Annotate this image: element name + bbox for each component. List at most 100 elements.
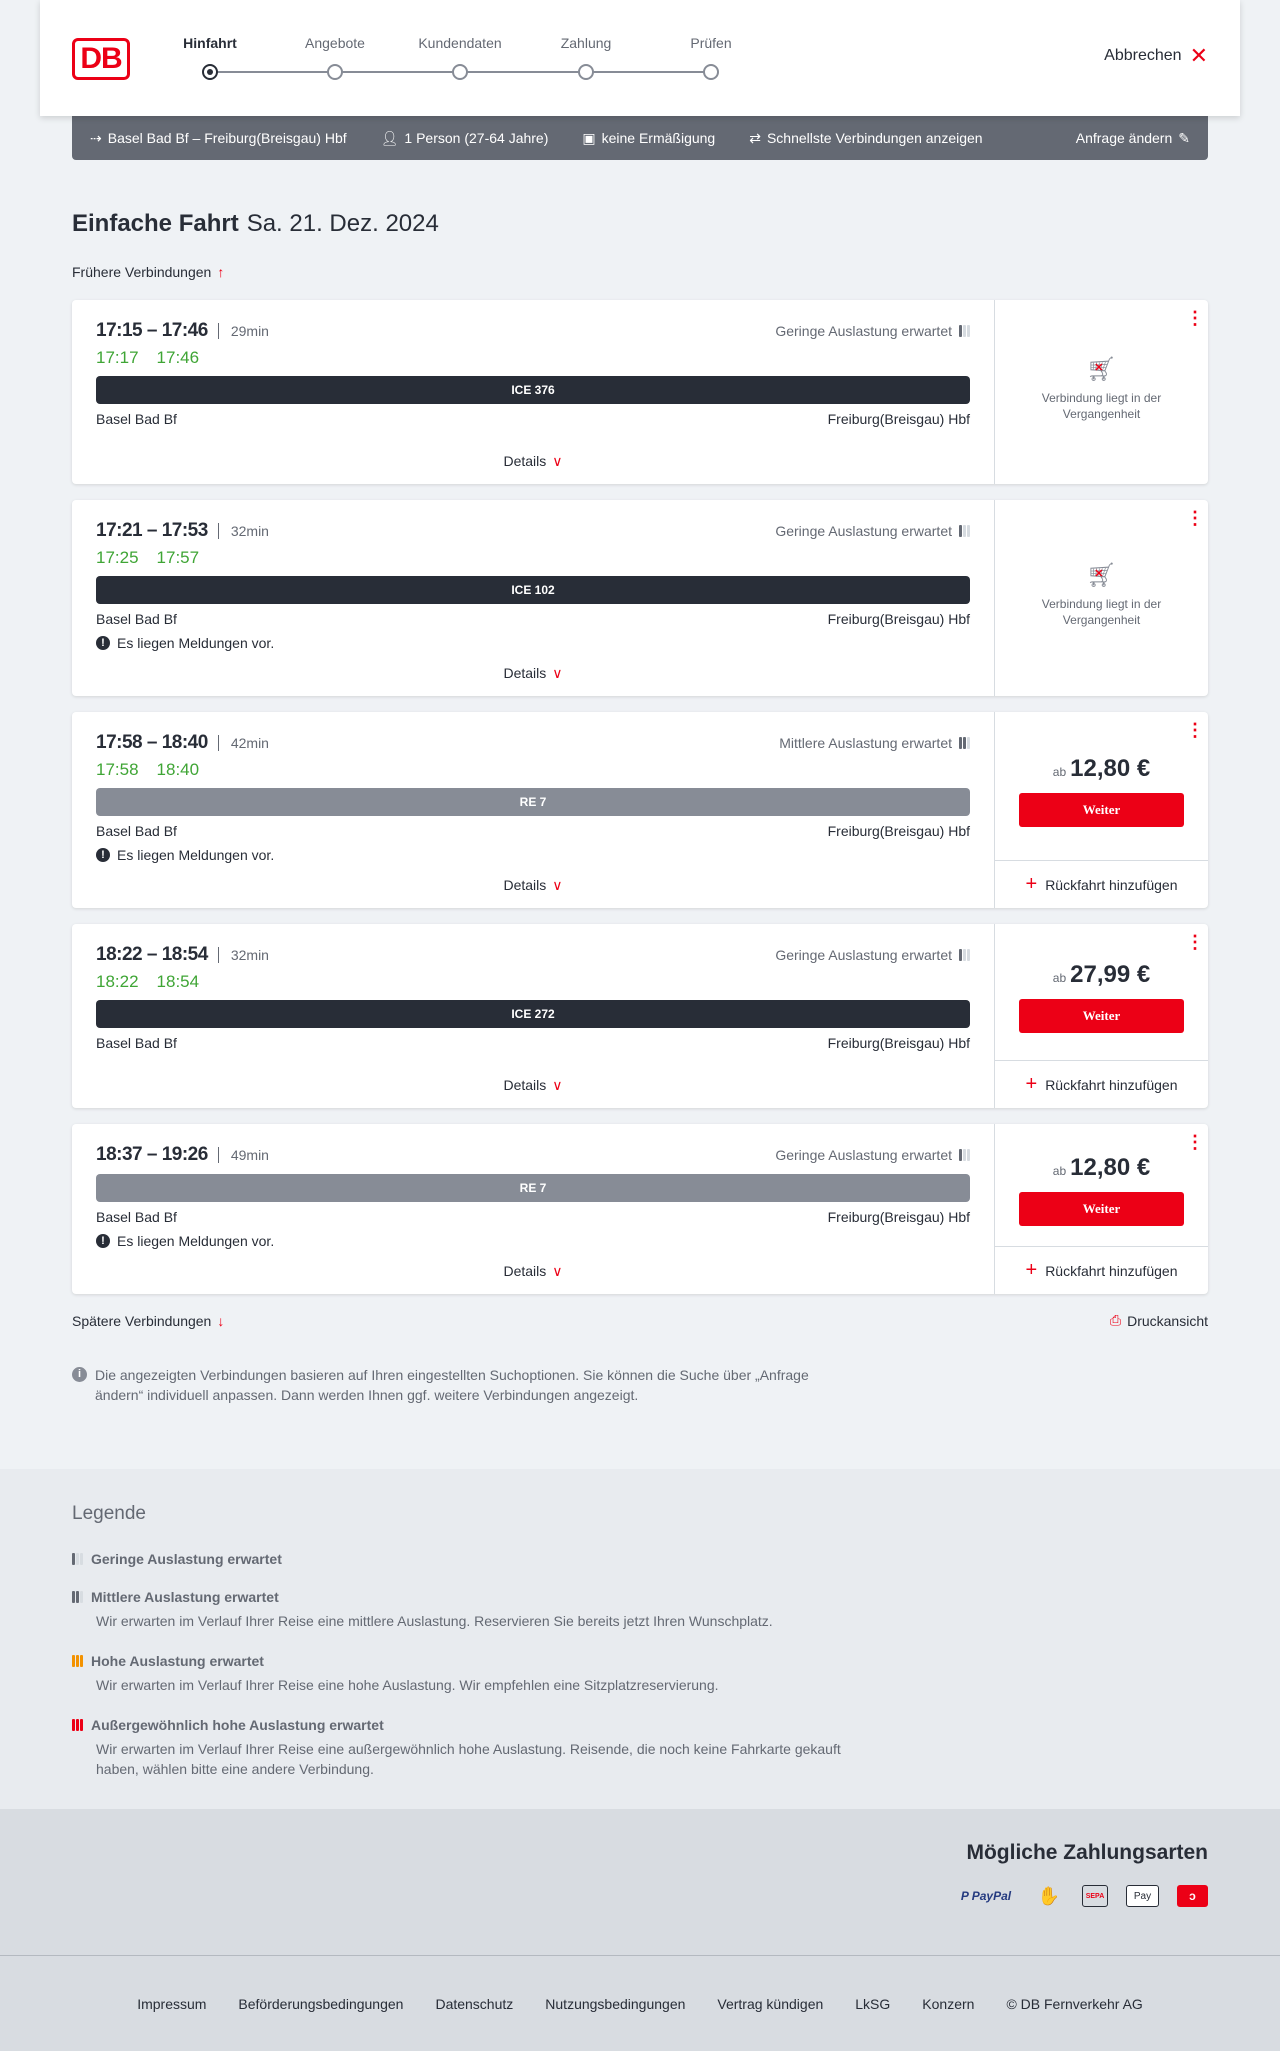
more-options-icon[interactable]: ⋮ — [1186, 720, 1204, 740]
destination-station: Freiburg(Breisgau) Hbf — [827, 611, 970, 627]
db-logo[interactable]: DB — [72, 38, 130, 80]
duration: 32min — [217, 523, 269, 539]
add-return-button[interactable]: + Rückfahrt hinzufügen — [995, 1246, 1208, 1294]
occupancy-icon — [959, 1149, 970, 1161]
connection-card[interactable]: 18:22 – 18:54 32min Geringe Auslastung er… — [72, 924, 1208, 1108]
price: ab 12,80 € — [1053, 755, 1150, 783]
details-label: Details — [503, 1263, 547, 1279]
details-label: Details — [503, 453, 547, 469]
more-options-icon[interactable]: ⋮ — [1186, 932, 1204, 952]
chevron-down-icon: ∨ — [552, 877, 563, 893]
details-toggle[interactable]: Details ∨ — [96, 877, 970, 894]
footer-link[interactable]: Vertrag kündigen — [717, 1995, 824, 2012]
origin-station: Basel Bad Bf — [96, 1035, 177, 1051]
cancel-label: Abbrechen — [1104, 47, 1182, 64]
footer-link[interactable]: Nutzungsbedingungen — [545, 1995, 686, 2012]
connection-card[interactable]: 17:21 – 17:53 32min Geringe Auslastung er… — [72, 500, 1208, 696]
legend-item-title: Mittlere Auslastung erwartet — [91, 1589, 279, 1605]
destination-station: Freiburg(Breisgau) Hbf — [827, 1035, 970, 1051]
earlier-connections-link[interactable]: Frühere Verbindungen ↑ — [72, 264, 1208, 280]
route-summary[interactable]: ⇢ Basel Bad Bf – Freiburg(Breisgau) Hbf — [90, 130, 347, 147]
connection-card[interactable]: 17:15 – 17:46 29min Geringe Auslastung er… — [72, 300, 1208, 484]
train-bar[interactable]: ICE 102 — [96, 576, 970, 604]
planned-times: 17:15 – 17:46 — [96, 320, 208, 341]
occupancy-label: Geringe Auslastung erwartet — [775, 1147, 952, 1163]
warning-icon: ! — [96, 848, 110, 862]
footer-link[interactable]: Beförderungsbedingungen — [238, 1995, 404, 2012]
realtime-arrival: 17:57 — [156, 548, 200, 567]
origin-station: Basel Bad Bf — [96, 1209, 177, 1225]
step-4: Prüfen — [690, 35, 732, 51]
trip-date: Sa. 21. Dez. 2024 — [246, 210, 439, 237]
edit-request-button[interactable]: Anfrage ändern ✎ — [1076, 130, 1190, 147]
footer-link[interactable]: LkSG — [855, 1995, 891, 2012]
legend-item-text: Wir erwarten im Verlauf Ihrer Reise eine… — [96, 1613, 773, 1629]
past-connection-text: Verbindung liegt in der Vergangenheit — [1041, 391, 1162, 421]
step-indicator — [703, 64, 719, 80]
discount-text: keine Ermäßigung — [601, 130, 716, 146]
legend-item-title: Außergewöhnlich hohe Auslastung erwartet — [91, 1717, 384, 1733]
payment-title: Mögliche Zahlungsarten — [966, 1841, 1208, 1864]
realtime-departure: 17:25 — [96, 548, 139, 567]
train-bar[interactable]: RE 7 — [96, 788, 970, 816]
more-options-icon[interactable]: ⋮ — [1186, 1132, 1204, 1152]
add-return-label: Rückfahrt hinzufügen — [1045, 876, 1178, 893]
details-label: Details — [503, 877, 547, 893]
add-return-button[interactable]: + Rückfahrt hinzufügen — [995, 860, 1208, 908]
details-label: Details — [503, 665, 547, 681]
step-indicator — [327, 64, 343, 80]
traveller-summary[interactable]: 👤︎ 1 Person (27-64 Jahre) — [381, 130, 549, 147]
continue-button[interactable]: Weiter — [1019, 1192, 1184, 1226]
step-2: Kundendaten — [418, 35, 502, 51]
connection-card[interactable]: 18:37 – 19:26 49min Geringe Auslastung er… — [72, 1124, 1208, 1294]
realtime-arrival: 17:46 — [156, 348, 200, 367]
more-options-icon[interactable]: ⋮ — [1186, 508, 1204, 528]
chevron-down-icon: ∨ — [552, 665, 563, 681]
print-view-link[interactable]: ⎙ Druckansicht — [1110, 1312, 1208, 1329]
price-value: 12,80 € — [1070, 1154, 1151, 1181]
filter-icon: ⇄ — [749, 129, 761, 146]
footer-link[interactable]: Datenschutz — [435, 1995, 514, 2012]
cart-unavailable-icon: 🛒︎ ✕ — [1086, 562, 1117, 589]
footer-link[interactable]: © DB Fernverkehr AG — [1006, 1995, 1143, 2012]
occupancy-label: Geringe Auslastung erwartet — [775, 947, 952, 963]
more-options-icon[interactable]: ⋮ — [1186, 308, 1204, 328]
option-summary[interactable]: ⇄ Schnellste Verbindungen anzeigen — [749, 130, 982, 147]
later-connections-link[interactable]: Spätere Verbindungen ↓ — [72, 1312, 224, 1329]
notice: ! Es liegen Meldungen vor. — [96, 1233, 970, 1249]
footer-link[interactable]: Konzern — [922, 1995, 975, 2012]
arrow-up-icon: ↑ — [217, 264, 225, 280]
plus-icon: + — [1025, 1259, 1038, 1281]
duration: 29min — [217, 323, 269, 339]
chevron-down-icon: ∨ — [552, 1263, 563, 1279]
details-toggle[interactable]: Details ∨ — [96, 1077, 970, 1094]
origin-station: Basel Bad Bf — [96, 611, 177, 627]
realtime-departure: 17:58 — [96, 760, 139, 779]
train-bar[interactable]: RE 7 — [96, 1174, 970, 1202]
route-arrow-icon: ⇢ — [90, 129, 102, 146]
connection-card[interactable]: 17:58 – 18:40 42min Mittlere Auslastung e… — [72, 712, 1208, 908]
discount-summary[interactable]: ▣ keine Ermäßigung — [582, 130, 715, 147]
legend-item: Geringe Auslastung erwartet — [72, 1551, 1208, 1567]
printer-icon: ⎙ — [1109, 1312, 1122, 1328]
train-bar[interactable]: ICE 272 — [96, 1000, 970, 1028]
details-toggle[interactable]: Details ∨ — [96, 665, 970, 682]
continue-button[interactable]: Weiter — [1019, 793, 1184, 827]
step-indicator — [452, 64, 468, 80]
train-bar[interactable]: ICE 376 — [96, 376, 970, 404]
details-toggle[interactable]: Details ∨ — [96, 453, 970, 470]
origin-station: Basel Bad Bf — [96, 411, 177, 427]
step-0: Hinfahrt — [183, 35, 237, 51]
occupancy-label: Geringe Auslastung erwartet — [775, 523, 952, 539]
step-1: Angebote — [305, 35, 365, 51]
footer-link[interactable]: Impressum — [137, 1995, 207, 2012]
realtime-departure: 17:17 — [96, 348, 139, 367]
warning-icon: ! — [96, 636, 110, 650]
add-return-button[interactable]: + Rückfahrt hinzufügen — [995, 1060, 1208, 1108]
price-prefix: ab — [1052, 1164, 1067, 1178]
cancel-button[interactable]: Abbrechen ✕ — [1104, 45, 1208, 67]
info-text: Die angezeigten Verbindungen basieren au… — [95, 1367, 809, 1403]
results: Einfache Fahrt Sa. 21. Dez. 2024 Frühere … — [72, 210, 1208, 1405]
continue-button[interactable]: Weiter — [1019, 999, 1184, 1033]
details-toggle[interactable]: Details ∨ — [96, 1263, 970, 1280]
